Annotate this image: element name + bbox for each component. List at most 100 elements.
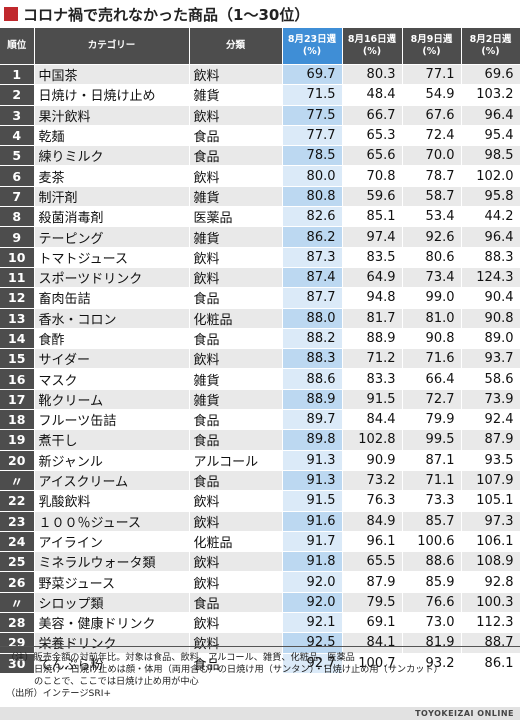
row-value-0809: 78.7 — [402, 165, 462, 187]
footnotes: （注）販売金額の対前年比。対象は食品、飲料、アルコール、雑貨、化粧品、医薬品 日… — [6, 652, 443, 700]
row-value-0823: 91.7 — [282, 531, 343, 553]
row-value-0823: 92.5 — [282, 632, 343, 654]
row-category: 日焼け・日焼け止め — [34, 84, 190, 106]
table-row: 3 果汁飲料 飲料 77.5 66.7 67.6 96.4 — [0, 105, 520, 126]
row-value-0816: 48.4 — [342, 84, 403, 106]
row-category: 食酢 — [34, 328, 190, 350]
row-value-0809: 73.0 — [402, 612, 462, 634]
table-row: 20 新ジャンル アルコール 91.3 90.9 87.1 93.5 — [0, 450, 520, 471]
row-value-0809: 85.7 — [402, 511, 462, 532]
row-value-0809: 71.6 — [402, 348, 462, 370]
row-value-0802: 112.3 — [461, 612, 520, 634]
row-value-0823: 88.6 — [282, 368, 343, 390]
row-value-0802: 96.4 — [461, 105, 520, 126]
row-value-0809: 77.1 — [402, 64, 462, 86]
table-row: 26 野菜ジュース 飲料 92.0 87.9 85.9 92.8 — [0, 571, 520, 593]
row-category: マスク — [34, 368, 190, 390]
row-value-0816: 69.1 — [342, 612, 403, 634]
table-row: 16 マスク 雑貨 88.6 83.3 66.4 58.6 — [0, 368, 520, 390]
row-class: 食品 — [189, 592, 283, 614]
row-value-0802: 86.1 — [461, 653, 520, 674]
row-value-0823: 91.3 — [282, 450, 343, 471]
table-row: 23 １００％ジュース 飲料 91.6 84.9 85.7 97.3 — [0, 511, 520, 532]
table-row: 10 トマトジュース 飲料 87.3 83.5 80.6 88.3 — [0, 247, 520, 268]
row-category: 乾麺 — [34, 125, 190, 147]
row-value-0816: 94.8 — [342, 287, 403, 309]
row-value-0823: 92.1 — [282, 612, 343, 634]
row-value-0823: 87.7 — [282, 287, 343, 309]
row-class: 化粧品 — [189, 531, 283, 553]
table-row: 11 スポーツドリンク 飲料 87.4 64.9 73.4 124.3 — [0, 267, 520, 289]
row-rank: 10 — [0, 247, 35, 268]
row-value-0802: 124.3 — [461, 267, 520, 289]
row-value-0802: 98.5 — [461, 145, 520, 167]
table-row: 30 てんぷら粉 食品 92.7 100.7 93.2 86.1 — [0, 653, 520, 674]
header-week-0823: 8月23日週 (%) — [282, 28, 343, 65]
row-value-0816: 90.9 — [342, 450, 403, 471]
row-value-0816: 73.2 — [342, 470, 403, 492]
row-value-0823: 91.3 — [282, 470, 343, 492]
row-class: 飲料 — [189, 247, 283, 268]
row-class: 食品 — [189, 328, 283, 350]
row-category: トマトジュース — [34, 247, 190, 268]
row-value-0816: 83.3 — [342, 368, 403, 390]
row-rank: 24 — [0, 531, 35, 553]
row-value-0823: 91.5 — [282, 490, 343, 512]
row-value-0802: 87.9 — [461, 429, 520, 451]
row-value-0802: 88.7 — [461, 632, 520, 654]
row-value-0802: 93.7 — [461, 348, 520, 370]
row-value-0802: 92.4 — [461, 409, 520, 431]
brand-logo-text: TOYOKEIZAI ONLINE — [415, 709, 514, 718]
row-value-0816: 84.1 — [342, 632, 403, 654]
row-value-0823: 78.5 — [282, 145, 343, 167]
table-body: 1 中国茶 飲料 69.7 80.3 77.1 69.6 2 日焼け・日焼け止め 雑貨 71.5 48… — [0, 64, 520, 674]
table-row: 24 アイライン 化粧品 91.7 96.1 100.6 106.1 — [0, 531, 520, 553]
row-value-0802: 106.1 — [461, 531, 520, 553]
row-category: 栄養ドリンク — [34, 632, 190, 654]
row-value-0809: 92.6 — [402, 226, 462, 248]
header-week-0802: 8月2日週 (%) — [461, 28, 520, 65]
row-class: 食品 — [189, 470, 283, 492]
row-rank: 28 — [0, 612, 35, 634]
row-rank: 9 — [0, 226, 35, 248]
table-row: 18 フルーツ缶詰 食品 89.7 84.4 79.9 92.4 — [0, 409, 520, 431]
row-rank: 7 — [0, 186, 35, 208]
row-class: 飲料 — [189, 490, 283, 512]
ranking-table: 順位 カテゴリー 分類 8月23日週 (%) 8月16日週 (%) 8月9日週 … — [0, 28, 520, 674]
row-class: 飲料 — [189, 105, 283, 126]
row-value-0809: 99.0 — [402, 287, 462, 309]
row-value-0816: 65.6 — [342, 145, 403, 167]
row-rank: 14 — [0, 328, 35, 350]
table-row: 17 靴クリーム 雑貨 88.9 91.5 72.7 73.9 — [0, 389, 520, 411]
table-row: 9 テーピング 雑貨 86.2 97.4 92.6 96.4 — [0, 226, 520, 248]
row-rank: 16 — [0, 368, 35, 390]
table-row: 5 練りミルク 食品 78.5 65.6 70.0 98.5 — [0, 145, 520, 167]
row-value-0816: 71.2 — [342, 348, 403, 370]
row-value-0816: 64.9 — [342, 267, 403, 289]
row-value-0823: 92.7 — [282, 653, 343, 674]
row-rank: 6 — [0, 165, 35, 187]
row-category: 殺菌消毒剤 — [34, 206, 190, 228]
row-class: 雑貨 — [189, 186, 283, 208]
header-class: 分類 — [189, 28, 283, 65]
row-class: 化粧品 — [189, 308, 283, 329]
row-value-0816: 91.5 — [342, 389, 403, 411]
notes-divider — [0, 646, 520, 647]
row-value-0823: 92.0 — [282, 571, 343, 593]
row-value-0809: 76.6 — [402, 592, 462, 614]
row-value-0823: 71.5 — [282, 84, 343, 106]
row-value-0802: 93.5 — [461, 450, 520, 471]
table-row: 22 乳酸飲料 飲料 91.5 76.3 73.3 105.1 — [0, 490, 520, 512]
row-class: 食品 — [189, 653, 283, 674]
row-class: 飲料 — [189, 551, 283, 573]
footer-bar: TOYOKEIZAI ONLINE — [0, 707, 520, 720]
table-row: 28 美容・健康ドリンク 飲料 92.1 69.1 73.0 112.3 — [0, 612, 520, 634]
row-value-0816: 100.7 — [342, 653, 403, 674]
table-row: 〃シロップ類 食品 92.0 79.5 76.6 100.3 — [0, 592, 520, 614]
row-value-0809: 73.4 — [402, 267, 462, 289]
row-value-0823: 80.8 — [282, 186, 343, 208]
row-category: 麦茶 — [34, 165, 190, 187]
table-row: 13 香水・コロン 化粧品 88.0 81.7 81.0 90.8 — [0, 308, 520, 329]
table-header-row: 順位 カテゴリー 分類 8月23日週 (%) 8月16日週 (%) 8月9日週 … — [0, 28, 520, 65]
row-value-0823: 77.5 — [282, 105, 343, 126]
